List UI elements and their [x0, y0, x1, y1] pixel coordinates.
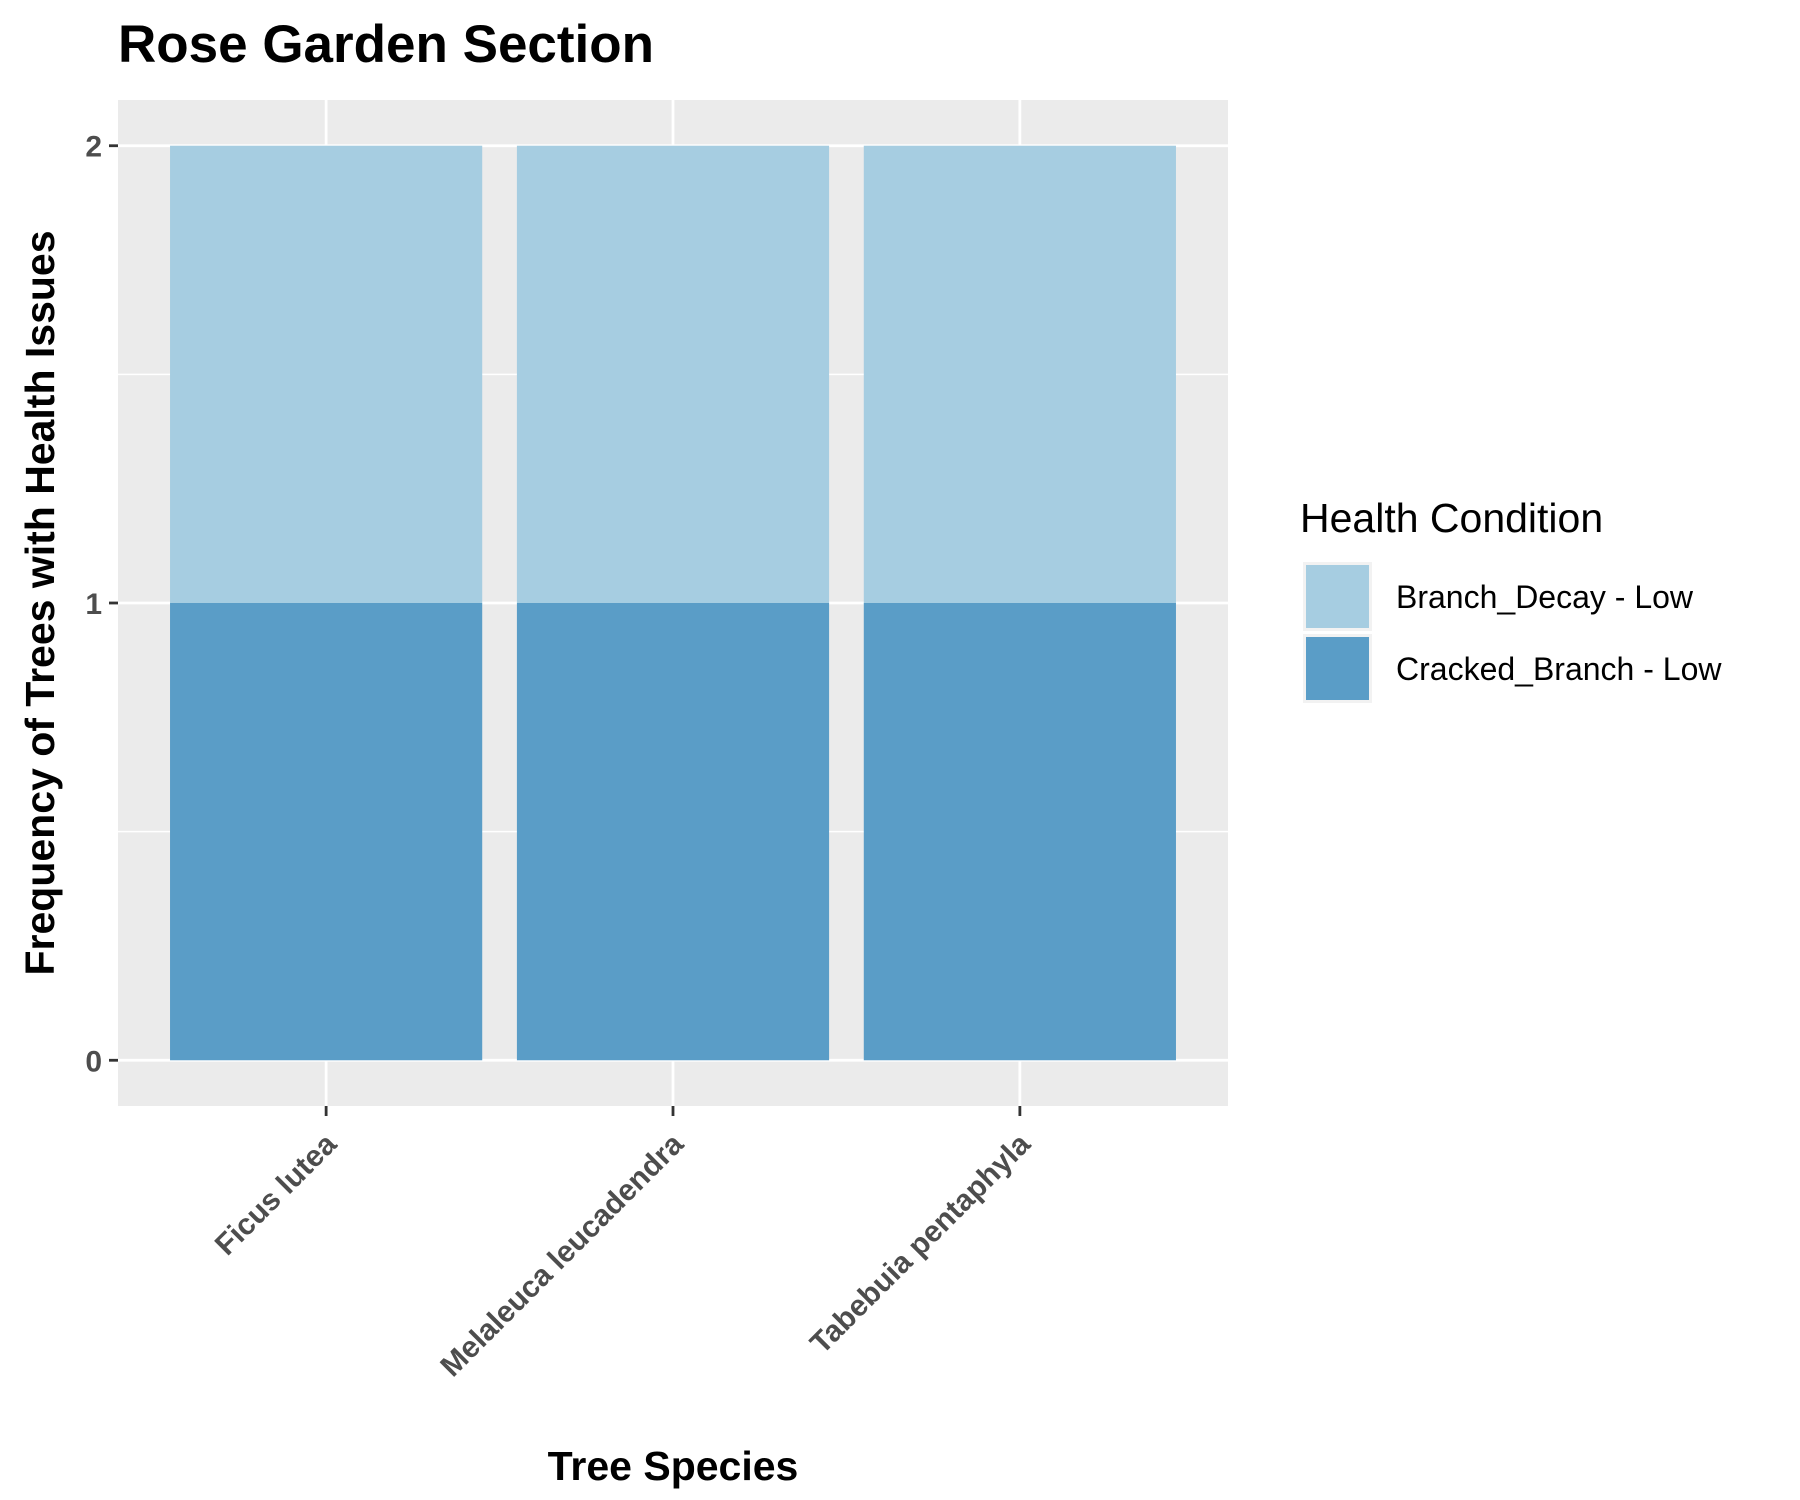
- y-tick-label: 1: [85, 588, 102, 621]
- legend-swatch: [1306, 637, 1369, 700]
- x-tick-label: Melaleuca leucadendra: [434, 1127, 690, 1383]
- y-tick-label: 2: [85, 131, 102, 164]
- bar-segment: [863, 145, 1176, 603]
- legend-label: Cracked_Branch - Low: [1396, 651, 1722, 687]
- bar-segment: [863, 603, 1176, 1061]
- bar-segment: [516, 145, 830, 603]
- y-axis-title: Frequency of Trees with Health Issues: [17, 230, 63, 975]
- y-tick-label: 0: [85, 1045, 102, 1078]
- bar-segment: [516, 603, 830, 1061]
- x-tick-label: Ficus lutea: [209, 1127, 343, 1261]
- legend-items: Branch_Decay - Low Cracked_Branch - Low: [1303, 562, 1722, 703]
- y-axis: 0 1 2: [85, 131, 118, 1078]
- legend-swatch: [1306, 565, 1369, 628]
- x-axis-title: Tree Species: [548, 1443, 799, 1489]
- x-tick-label: Tabebuia pentaphyla: [804, 1127, 1037, 1360]
- bars: [170, 145, 1176, 1061]
- bar-segment: [170, 145, 483, 603]
- bar-segment: [170, 603, 483, 1061]
- x-axis: Ficus lutea Melaleuca leucadendra Tabebuia…: [209, 1106, 1037, 1383]
- chart-title: Rose Garden Section: [118, 15, 654, 74]
- legend-title: Health Condition: [1300, 495, 1603, 541]
- legend: Health Condition Branch_Decay - Low Crack…: [1300, 495, 1722, 703]
- legend-label: Branch_Decay - Low: [1396, 579, 1694, 615]
